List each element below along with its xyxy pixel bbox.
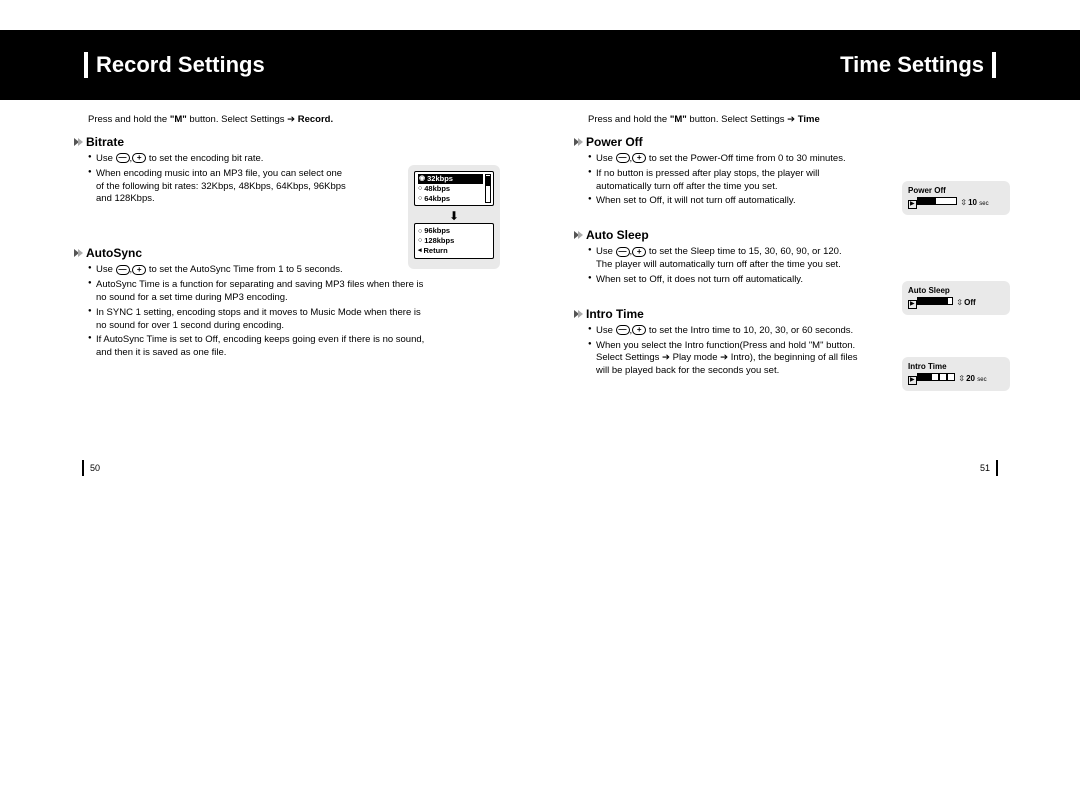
right-intro: Press and hold the "M" button. Select Se… [588, 114, 1010, 125]
plus-icon: + [632, 153, 646, 163]
plus-icon: + [132, 153, 146, 163]
header-band: Record Settings Time Settings [0, 30, 1080, 100]
heading-bitrate: Bitrate [74, 135, 510, 149]
autosleep-bullets: Use —,+ to set the Sleep time to 15, 30,… [570, 246, 860, 286]
introtime-bullets: Use —,+ to set the Intro time to 10, 20,… [570, 325, 860, 378]
title-time-settings: Time Settings [840, 52, 996, 78]
title-record-settings: Record Settings [84, 52, 265, 78]
bitrate-screen: ◉32kbps ○48kbps ○64kbps ⬇ ○96kbps ○128kb… [408, 165, 500, 269]
plus-icon: + [632, 325, 646, 335]
poweroff-bullets: Use —,+ to set the Power-Off time from 0… [570, 153, 860, 208]
minus-icon: — [116, 265, 130, 275]
plus-icon: + [132, 265, 146, 275]
poweroff-screen: Power Off ▶ ⇳10 sec [902, 181, 1010, 215]
left-page-number: 50 [90, 463, 100, 473]
right-page-number: 51 [980, 463, 990, 473]
minus-icon: — [616, 325, 630, 335]
introtime-screen: Intro Time ▶ ⇳20 sec [902, 357, 1010, 391]
down-arrow-icon: ⬇ [414, 210, 494, 222]
plus-icon: + [632, 247, 646, 257]
bitrate-bullets: Use —,+ to set the encoding bit rate. Wh… [70, 153, 350, 206]
right-page: Press and hold the "M" button. Select Se… [570, 110, 1010, 380]
autosleep-screen: Auto Sleep ▶ ⇳Off [902, 281, 1010, 315]
autosync-bullets: Use —,+ to set the AutoSync Time from 1 … [70, 264, 430, 360]
minus-icon: — [616, 247, 630, 257]
minus-icon: — [616, 153, 630, 163]
heading-autosleep: Auto Sleep [574, 228, 1010, 242]
minus-icon: — [116, 153, 130, 163]
page-footer: 50 51 [0, 460, 1080, 476]
left-page: Press and hold the "M" button. Select Se… [70, 110, 510, 380]
heading-poweroff: Power Off [574, 135, 1010, 149]
left-intro: Press and hold the "M" button. Select Se… [88, 114, 510, 125]
